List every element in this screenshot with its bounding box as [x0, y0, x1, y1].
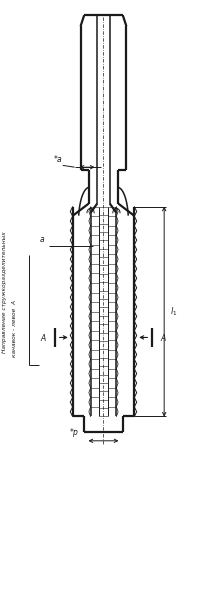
Text: $*a$: $*a$	[53, 153, 63, 164]
Text: $l_1$: $l_1$	[170, 305, 178, 318]
Text: $A$: $A$	[40, 332, 47, 343]
Text: канавок - левое  A: канавок - левое A	[12, 300, 18, 357]
Text: $*p$: $*p$	[69, 426, 80, 439]
Text: $a$: $a$	[39, 235, 45, 244]
Text: $A$: $A$	[160, 332, 167, 343]
Text: Направление стружкоразделительных: Направление стружкоразделительных	[2, 231, 8, 353]
